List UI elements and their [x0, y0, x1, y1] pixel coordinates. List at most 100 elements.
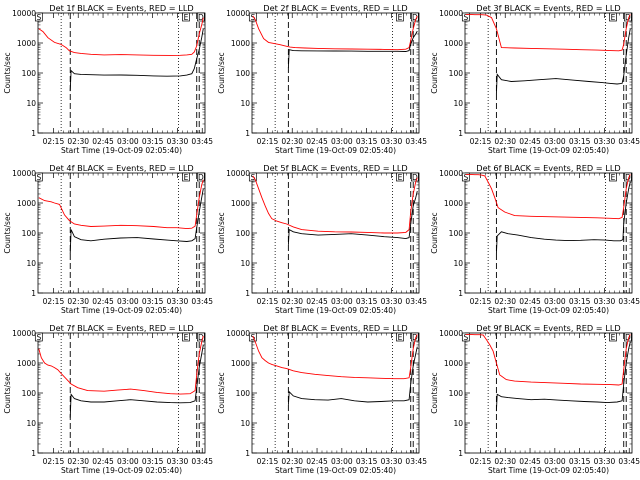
marker-box-s — [34, 172, 43, 182]
marker-letter-e: E — [184, 173, 189, 182]
x-tick-label: 02:15 — [43, 457, 65, 466]
y-tick-label: 100 — [22, 229, 37, 238]
series-lld-line — [252, 175, 418, 234]
x-tick-label: 02:45 — [519, 137, 541, 146]
x-tick-label: 03:45 — [191, 137, 213, 146]
x-axis-label: Start Time (19-Oct-09 02:05:40) — [488, 146, 609, 155]
x-tick-label: 02:15 — [470, 297, 492, 306]
y-tick-label: 10000 — [226, 9, 250, 18]
x-tick-label: 02:45 — [519, 457, 541, 466]
x-axis-label: Start Time (19-Oct-09 02:05:40) — [61, 466, 182, 475]
plot-frame — [251, 12, 420, 134]
marker-letter-s: S — [463, 173, 468, 182]
y-tick-label: 10000 — [12, 9, 36, 18]
series-lld-line — [38, 17, 204, 56]
marker-letter-s: S — [36, 333, 41, 342]
y-tick-label: 100 — [236, 389, 251, 398]
y-tick-label: 10 — [453, 259, 463, 268]
y-axis-label: Counts/sec — [3, 52, 12, 93]
panel-title: Det 9f BLACK = Events, RED = LLD — [476, 323, 620, 333]
panel-title: Det 5f BLACK = Events, RED = LLD — [263, 163, 407, 173]
marker-letter-e: E — [611, 333, 616, 342]
x-axis-label: Start Time (19-Oct-09 02:05:40) — [61, 146, 182, 155]
y-tick-label: 1 — [458, 289, 463, 298]
series-lld-line — [465, 13, 631, 52]
y-tick-label: 100 — [22, 389, 37, 398]
y-tick-label: 100 — [449, 229, 464, 238]
x-tick-label: 02:15 — [470, 457, 492, 466]
x-axis-label: Start Time (19-Oct-09 02:05:40) — [275, 146, 396, 155]
marker-box-e — [182, 332, 190, 342]
x-tick-label: 03:00 — [331, 457, 353, 466]
series-events-line — [495, 181, 631, 255]
marker-letter-e: E — [184, 333, 189, 342]
series-events-line — [69, 188, 204, 255]
x-tick-label: 02:45 — [92, 137, 114, 146]
y-tick-label: 10 — [240, 259, 250, 268]
marker-box-e — [182, 172, 190, 182]
marker-letter-d: D — [625, 333, 631, 342]
marker-letter-s: S — [463, 333, 468, 342]
x-tick-label: 03:30 — [167, 137, 189, 146]
y-tick-label: 100 — [22, 69, 37, 78]
panel-title: Det 7f BLACK = Events, RED = LLD — [49, 323, 193, 333]
y-tick-label: 10000 — [12, 169, 36, 178]
marker-letter-d: D — [412, 173, 418, 182]
y-axis-label: Counts/sec — [217, 372, 226, 413]
y-tick-label: 1 — [31, 289, 36, 298]
y-tick-label: 1000 — [17, 359, 36, 368]
y-axis-label: Counts/sec — [430, 372, 439, 413]
series-lld-line — [465, 173, 631, 220]
y-tick-label: 100 — [236, 229, 251, 238]
y-axis-label: Counts/sec — [217, 52, 226, 93]
panel-det-9: Det 9f BLACK = Events, RED = LLD 1 10 100 10… — [430, 323, 640, 475]
y-axis-label: Counts/sec — [430, 212, 439, 253]
x-tick-label: 03:30 — [594, 457, 616, 466]
x-tick-label: 02:15 — [257, 137, 279, 146]
y-tick-label: 1 — [31, 129, 36, 138]
x-tick-label: 03:30 — [381, 137, 403, 146]
y-tick-label: 1000 — [231, 199, 250, 208]
x-tick-label: 03:15 — [569, 137, 591, 146]
y-tick-label: 1000 — [17, 199, 36, 208]
y-tick-label: 10000 — [12, 329, 36, 338]
x-tick-label: 03:45 — [191, 457, 213, 466]
marker-box-s — [248, 172, 257, 182]
x-tick-label: 02:45 — [306, 457, 328, 466]
x-tick-label: 03:30 — [594, 137, 616, 146]
x-tick-label: 02:45 — [306, 297, 328, 306]
x-axis-label: Start Time (19-Oct-09 02:05:40) — [488, 466, 609, 475]
series-events-line — [69, 344, 204, 418]
x-tick-label: 03:45 — [405, 457, 427, 466]
series-events-line — [495, 341, 631, 412]
marker-letter-e: E — [184, 13, 189, 22]
plot-frame — [464, 172, 633, 294]
y-tick-label: 1000 — [231, 359, 250, 368]
x-tick-label: 03:45 — [618, 137, 640, 146]
panel-title: Det 6f BLACK = Events, RED = LLD — [476, 163, 620, 173]
marker-letter-s: S — [36, 13, 41, 22]
x-tick-label: 02:15 — [43, 137, 65, 146]
marker-letter-d: D — [198, 333, 204, 342]
marker-box-e — [609, 332, 617, 342]
x-tick-label: 03:15 — [142, 457, 164, 466]
marker-box-s — [461, 172, 470, 182]
series-lld-line — [252, 334, 418, 380]
x-tick-label: 03:00 — [117, 297, 139, 306]
series-lld-line — [252, 15, 418, 51]
marker-box-s — [34, 12, 43, 22]
x-tick-label: 02:30 — [494, 457, 516, 466]
plot-frame — [37, 12, 206, 134]
x-tick-label: 02:30 — [281, 457, 303, 466]
y-tick-label: 10 — [453, 99, 463, 108]
x-tick-label: 03:15 — [356, 457, 378, 466]
plot-frame — [37, 172, 206, 294]
x-tick-label: 03:15 — [569, 297, 591, 306]
panel-det-8: Det 8f BLACK = Events, RED = LLD 1 10 100 10… — [217, 323, 427, 475]
x-tick-label: 03:15 — [356, 137, 378, 146]
y-tick-label: 1000 — [444, 199, 463, 208]
marker-letter-s: S — [250, 333, 255, 342]
panel-det-1: Det 1f BLACK = Events, RED = LLD 1 10 100 10… — [3, 3, 213, 155]
marker-letter-d: D — [625, 13, 631, 22]
x-tick-label: 03:45 — [405, 297, 427, 306]
